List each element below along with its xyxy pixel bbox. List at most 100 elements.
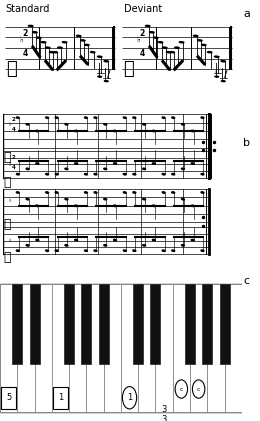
Ellipse shape	[104, 124, 107, 125]
Text: 4: 4	[139, 49, 145, 59]
Text: ♭: ♭	[20, 36, 23, 45]
Ellipse shape	[55, 173, 58, 175]
Ellipse shape	[94, 173, 97, 175]
Ellipse shape	[215, 76, 218, 77]
Ellipse shape	[84, 117, 87, 118]
Ellipse shape	[170, 52, 174, 53]
Ellipse shape	[58, 47, 62, 48]
Ellipse shape	[158, 42, 163, 43]
Text: c: c	[197, 386, 200, 392]
Ellipse shape	[193, 35, 198, 37]
Ellipse shape	[181, 245, 184, 246]
Ellipse shape	[114, 240, 116, 241]
Ellipse shape	[143, 124, 146, 125]
Ellipse shape	[192, 380, 205, 398]
Ellipse shape	[16, 117, 19, 118]
Ellipse shape	[152, 130, 155, 132]
Ellipse shape	[65, 245, 68, 246]
Ellipse shape	[46, 117, 49, 118]
Ellipse shape	[84, 250, 87, 251]
Ellipse shape	[123, 192, 126, 193]
Ellipse shape	[133, 117, 136, 118]
Ellipse shape	[181, 198, 184, 200]
Ellipse shape	[26, 245, 29, 246]
Ellipse shape	[175, 380, 187, 398]
Ellipse shape	[202, 44, 206, 45]
Ellipse shape	[104, 198, 107, 200]
Text: 4: 4	[22, 49, 28, 59]
Text: c: c	[180, 386, 183, 392]
Text: 2: 2	[11, 117, 15, 122]
Ellipse shape	[104, 245, 107, 246]
Ellipse shape	[191, 240, 194, 241]
Ellipse shape	[75, 130, 78, 132]
Ellipse shape	[105, 81, 108, 82]
Bar	[202, 285, 212, 364]
Ellipse shape	[37, 37, 41, 38]
Bar	[190, 285, 207, 412]
Ellipse shape	[46, 192, 49, 193]
Text: 𝄞: 𝄞	[123, 61, 134, 78]
Text: 3: 3	[161, 415, 167, 421]
Ellipse shape	[81, 40, 85, 41]
Ellipse shape	[162, 117, 165, 118]
Ellipse shape	[191, 205, 194, 207]
Ellipse shape	[152, 205, 155, 207]
Ellipse shape	[16, 192, 19, 193]
Ellipse shape	[75, 240, 78, 241]
Ellipse shape	[221, 61, 225, 62]
Ellipse shape	[16, 250, 19, 251]
Ellipse shape	[75, 163, 78, 164]
Ellipse shape	[62, 42, 67, 43]
Ellipse shape	[85, 44, 89, 45]
Ellipse shape	[114, 163, 116, 164]
Text: 2: 2	[22, 29, 28, 37]
Ellipse shape	[46, 173, 49, 175]
Ellipse shape	[198, 40, 202, 41]
Text: ♯: ♯	[214, 70, 217, 75]
Ellipse shape	[114, 130, 116, 132]
Ellipse shape	[201, 250, 204, 251]
Ellipse shape	[123, 250, 126, 251]
Ellipse shape	[55, 250, 58, 251]
Bar	[35, 285, 52, 412]
Text: b: b	[243, 138, 250, 148]
Text: ♭: ♭	[136, 36, 140, 45]
Bar	[133, 285, 143, 364]
Ellipse shape	[46, 47, 50, 48]
Text: 𝄞: 𝄞	[4, 218, 11, 231]
Bar	[81, 285, 91, 364]
Ellipse shape	[162, 47, 167, 48]
Ellipse shape	[181, 124, 184, 125]
Bar	[12, 285, 22, 364]
Bar	[0, 285, 17, 412]
Ellipse shape	[172, 173, 175, 175]
Ellipse shape	[33, 32, 37, 33]
Ellipse shape	[26, 168, 29, 170]
Ellipse shape	[55, 117, 58, 118]
Ellipse shape	[76, 35, 81, 37]
Ellipse shape	[179, 42, 184, 43]
Text: 𝄢: 𝄢	[4, 251, 11, 264]
Text: ♭: ♭	[9, 122, 11, 127]
Ellipse shape	[162, 250, 165, 251]
Ellipse shape	[122, 386, 137, 409]
Bar	[104, 285, 121, 412]
Text: c: c	[243, 276, 249, 286]
Text: ♭: ♭	[9, 198, 11, 203]
Ellipse shape	[65, 168, 68, 170]
Ellipse shape	[123, 173, 126, 175]
Ellipse shape	[53, 52, 57, 53]
Ellipse shape	[201, 192, 204, 193]
Bar	[86, 285, 104, 412]
Ellipse shape	[46, 250, 49, 251]
Text: 1: 1	[58, 393, 63, 402]
Text: 1: 1	[127, 393, 132, 402]
Ellipse shape	[36, 240, 39, 241]
Text: 𝄞: 𝄞	[6, 61, 17, 78]
Ellipse shape	[36, 130, 39, 132]
Ellipse shape	[133, 192, 136, 193]
Ellipse shape	[65, 124, 68, 125]
Ellipse shape	[214, 56, 219, 57]
Text: 5: 5	[6, 393, 11, 402]
